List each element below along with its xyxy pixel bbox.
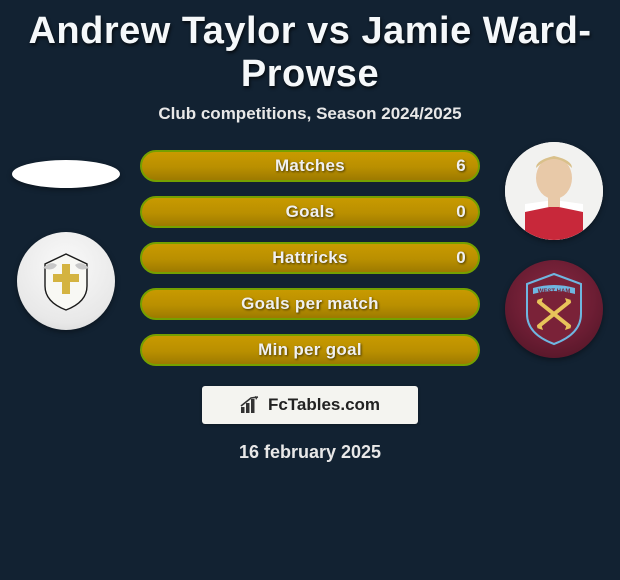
- stat-bar: Matches6: [140, 150, 480, 182]
- page-subtitle: Club competitions, Season 2024/2025: [0, 98, 620, 142]
- stat-label: Goals: [140, 202, 480, 222]
- stat-bar: Goals per match: [140, 288, 480, 320]
- stat-bar: Hattricks0: [140, 242, 480, 274]
- player1-club-badge: [17, 232, 115, 330]
- page-title: Andrew Taylor vs Jamie Ward-Prowse: [0, 0, 620, 98]
- stat-label: Min per goal: [140, 340, 480, 360]
- stat-value-p2: 0: [456, 202, 466, 222]
- date-line: 16 february 2025: [0, 424, 620, 481]
- stat-label: Goals per match: [140, 294, 480, 314]
- brand-plate: FcTables.com: [202, 386, 418, 424]
- stat-bar: Min per goal: [140, 334, 480, 366]
- brand-text: FcTables.com: [268, 395, 380, 415]
- stat-label: Hattricks: [140, 248, 480, 268]
- player1-avatar: [12, 160, 120, 188]
- player2-photo-icon: [505, 142, 603, 240]
- exeter-badge-icon: [39, 250, 93, 312]
- stat-value-p2: 6: [456, 156, 466, 176]
- stat-value-p2: 0: [456, 248, 466, 268]
- player1-column: [8, 142, 124, 330]
- player2-club-badge: WEST HAM: [505, 260, 603, 358]
- svg-text:WEST HAM: WEST HAM: [538, 289, 571, 295]
- stat-bar: Goals0: [140, 196, 480, 228]
- westham-badge-icon: WEST HAM: [519, 270, 589, 348]
- comparison-layout: WEST HAM Matches6Goals0Hattricks0Goals p…: [0, 142, 620, 366]
- player2-avatar: [505, 142, 603, 240]
- player2-column: WEST HAM: [496, 142, 612, 358]
- chart-icon: [240, 396, 262, 414]
- stat-bars: Matches6Goals0Hattricks0Goals per matchM…: [140, 142, 480, 366]
- stat-label: Matches: [140, 156, 480, 176]
